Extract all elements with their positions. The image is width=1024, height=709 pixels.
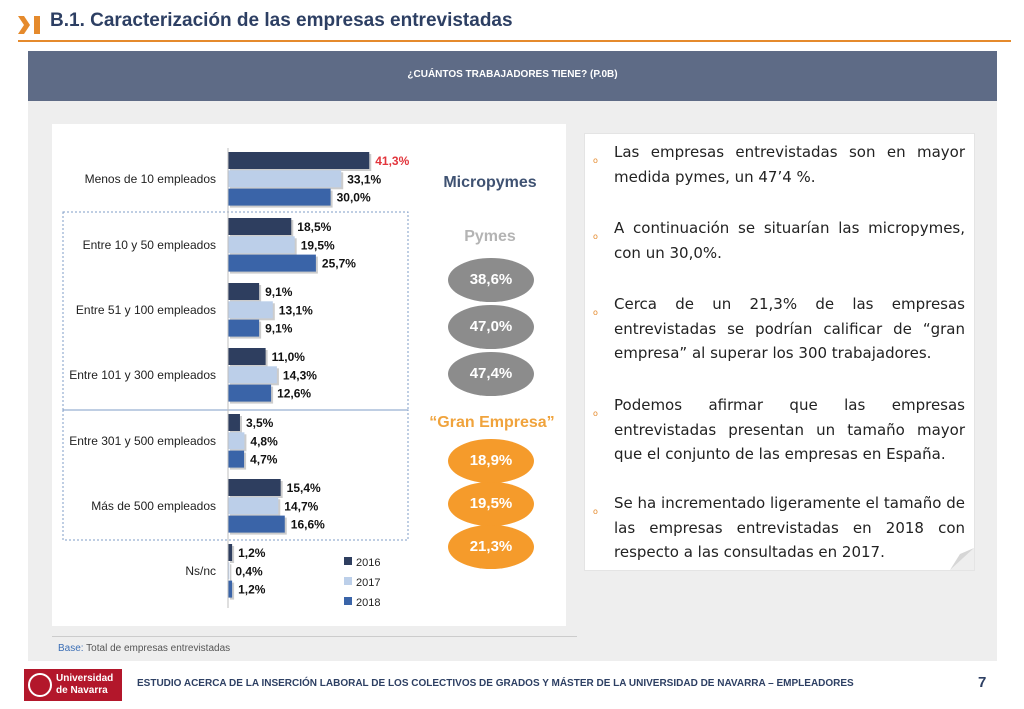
category-label: Más de 500 empleados <box>91 499 216 513</box>
bar-2017 <box>228 170 342 188</box>
value-label: 12,6% <box>277 387 311 401</box>
category-label: Entre 51 y 100 empleados <box>76 303 216 317</box>
pymes-2018-badge: 47,4% <box>448 352 534 396</box>
gran-2016-badge: 18,9% <box>448 439 534 483</box>
bullet-item: o Podemos afirmar que las empresas entrev… <box>593 396 965 463</box>
bullet-item: o Se ha incrementado ligeramente el tamañ… <box>593 494 965 561</box>
bar-2016 <box>228 348 266 365</box>
gran-empresa-frame <box>62 409 409 541</box>
value-label: 33,1% <box>347 172 381 186</box>
footer-text: ESTUDIO ACERCA DE LA INSERCIÓN LABORAL D… <box>137 678 854 689</box>
value-label: 13,1% <box>279 303 313 317</box>
bar-2017 <box>228 562 230 580</box>
legend-swatch-2017 <box>344 577 352 585</box>
value-label: 15,4% <box>287 481 321 495</box>
bar-2016 <box>228 152 370 169</box>
value-label: 4,8% <box>250 434 278 448</box>
bar-2018 <box>228 319 260 337</box>
bar-2017 <box>228 432 245 450</box>
pymes-2016-badge: 38,6% <box>448 258 534 302</box>
bar-2016 <box>228 414 240 431</box>
page-title: B.1. Caracterización de las empresas ent… <box>50 10 513 31</box>
category-label: Entre 301 y 500 empleados <box>69 434 216 448</box>
bar-2018 <box>228 515 285 533</box>
university-logo: Universidad de Navarra <box>24 669 122 701</box>
pymes-2017-badge: 47,0% <box>448 305 534 349</box>
value-label: 14,7% <box>284 499 318 513</box>
category-label: Entre 101 y 300 empleados <box>69 368 216 382</box>
bar-2018 <box>228 580 233 598</box>
legend-label: 2017 <box>356 577 380 589</box>
bar-shadow <box>230 564 232 582</box>
value-label: 30,0% <box>337 191 371 205</box>
value-label: 41,3% <box>375 154 409 168</box>
value-labels: 41,3% 33,1% 30,0% 18,5% 19,5% 25,7% 9,1% 13,1% 9… <box>235 154 409 597</box>
bar-2016 <box>228 479 281 496</box>
value-label: 18,5% <box>297 220 331 234</box>
bullets-box <box>585 134 974 570</box>
chart-legend: 2016 2017 2018 <box>344 557 380 609</box>
gran-2017-badge: 19,5% <box>448 482 534 526</box>
bullet-item: o Cerca de un 21,3% de las empresas entre… <box>593 295 965 362</box>
legend-label: 2016 <box>356 557 380 569</box>
category-label: Ns/nc <box>185 564 216 578</box>
value-label: 0,4% <box>235 564 263 578</box>
bar-2016 <box>228 544 233 561</box>
category-label: Menos de 10 empleados <box>85 172 216 186</box>
value-label: 9,1% <box>265 322 293 336</box>
seal-icon <box>28 673 52 697</box>
gran-empresa-label: “Gran Empresa” <box>429 414 555 431</box>
bar-2017 <box>228 497 279 515</box>
gran-2018-badge: 21,3% <box>448 525 534 569</box>
bar-2017 <box>228 236 295 254</box>
bar-2017 <box>228 366 277 384</box>
value-label: 25,7% <box>322 257 356 271</box>
bar-2018 <box>228 254 316 272</box>
source-divider <box>52 636 577 637</box>
legend-swatch-2018 <box>344 597 352 605</box>
bar-chart: Menos de 10 empleados Entre 10 y 50 emple… <box>62 148 410 609</box>
bar-2016 <box>228 283 260 300</box>
value-label: 1,2% <box>238 583 266 597</box>
bar-2016 <box>228 218 292 235</box>
bullet-item: o Las empresas entrevistadas son en mayor… <box>593 143 965 186</box>
source-note: Base: Total de empresas entrevistadas <box>58 643 231 654</box>
question-text: ¿CUÁNTOS TRABAJADORES TIENE? (P.0B) <box>407 69 618 80</box>
pymes-frame <box>62 211 409 411</box>
value-label: 11,0% <box>272 350 306 364</box>
legend-label: 2018 <box>356 597 380 609</box>
micropymes-label: Micropymes <box>443 174 537 191</box>
value-label: 16,6% <box>291 518 325 532</box>
title-divider <box>18 40 1011 42</box>
segment-frames <box>62 211 409 541</box>
value-label: 14,3% <box>283 368 317 382</box>
value-label: 4,7% <box>250 453 278 467</box>
category-label: Entre 10 y 50 empleados <box>83 238 216 252</box>
bar-2018 <box>228 384 272 402</box>
page-fold-icon <box>950 548 974 570</box>
page-number: 7 <box>978 674 987 691</box>
value-label: 3,5% <box>246 416 274 430</box>
category-labels: Menos de 10 empleados Entre 10 y 50 emple… <box>69 172 216 578</box>
bar-2017 <box>228 301 273 319</box>
bars <box>228 152 372 600</box>
pymes-label: Pymes <box>464 228 516 245</box>
legend-swatch-2016 <box>344 557 352 565</box>
value-label: 1,2% <box>238 546 266 560</box>
value-label: 9,1% <box>265 285 293 299</box>
bar-2018 <box>228 188 331 206</box>
question-banner: ¿CUÁNTOS TRABAJADORES TIENE? (P.0B) <box>28 51 997 101</box>
value-label: 19,5% <box>301 238 335 252</box>
title-arrow-icon <box>18 16 40 34</box>
bar-2018 <box>228 450 245 468</box>
